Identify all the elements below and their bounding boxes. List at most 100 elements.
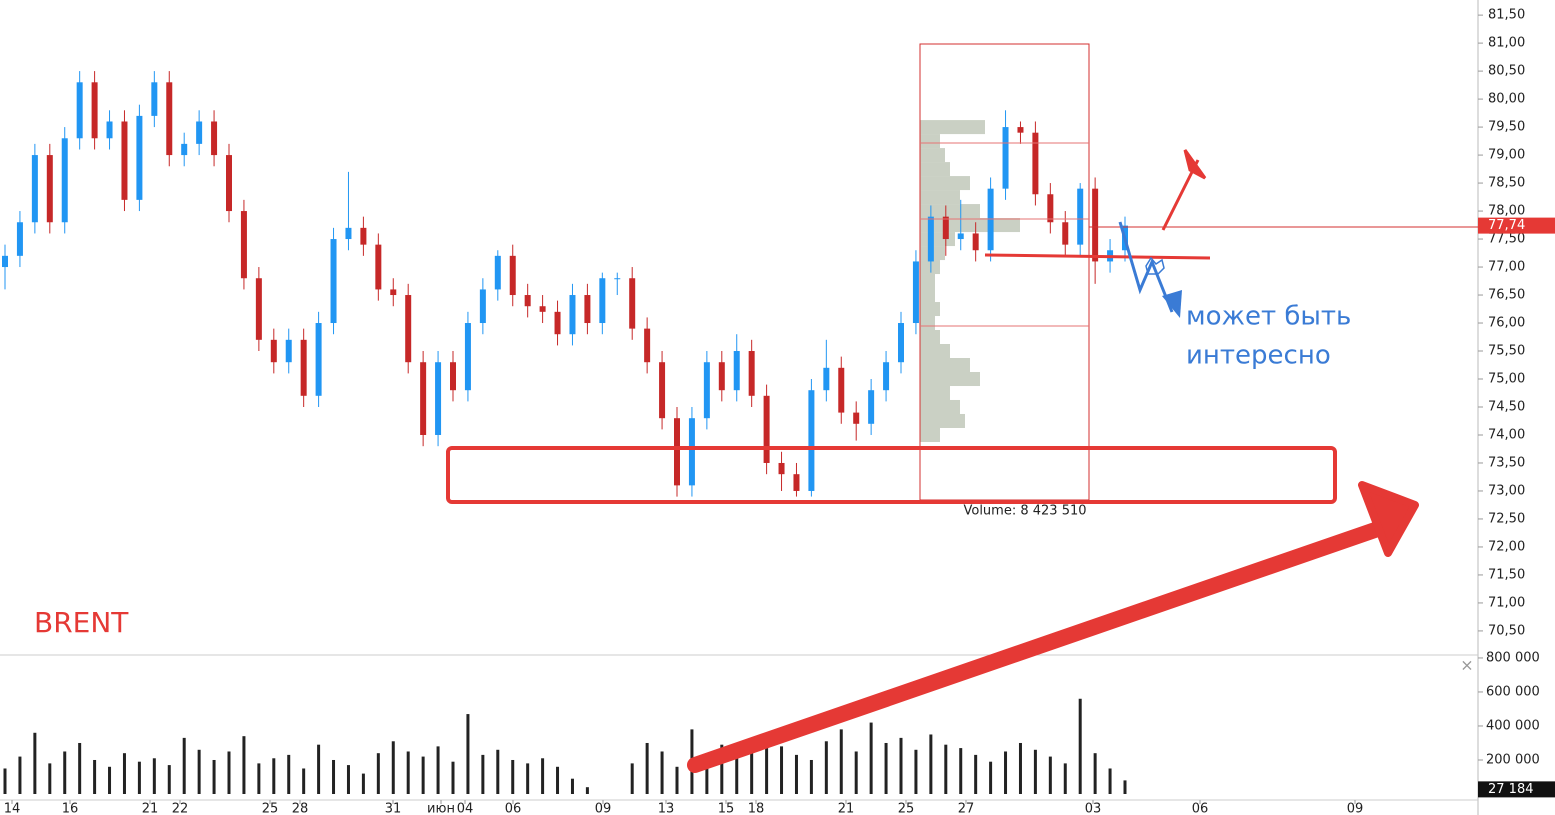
candle-body — [868, 390, 875, 424]
candle-body — [360, 227, 367, 245]
volume-bar — [18, 756, 22, 794]
candle-body — [569, 295, 576, 335]
volume-bar — [570, 778, 574, 794]
y-tick-label: 80,50 — [1488, 64, 1525, 79]
volume-bar — [272, 758, 276, 794]
x-tick-label: 18 — [748, 802, 765, 815]
volume-profile — [920, 120, 1020, 442]
y-tick-label: 79,50 — [1488, 120, 1525, 135]
volume-bar — [974, 754, 978, 794]
candle-body — [464, 323, 471, 391]
volume-bar — [481, 754, 485, 794]
candle-body — [226, 155, 232, 212]
close-pane-button[interactable]: × — [1460, 656, 1473, 675]
candle-body — [1032, 132, 1039, 195]
profile-bar — [920, 427, 940, 442]
candle-body — [2, 255, 8, 268]
volume-bar — [197, 749, 201, 794]
candle-body — [345, 227, 352, 240]
volume-bar — [929, 734, 933, 794]
candle-body — [61, 138, 68, 223]
candle-body — [674, 418, 680, 486]
volume-bar — [884, 742, 888, 794]
profile-bar — [920, 274, 935, 289]
y-tick-label: 78,50 — [1488, 176, 1525, 191]
candle-body — [166, 82, 173, 156]
down-arrow-head — [1162, 290, 1182, 318]
profile-bar — [920, 288, 935, 303]
candle-body — [181, 143, 188, 156]
level-line — [984, 253, 1211, 260]
x-tick-label: 06 — [505, 802, 522, 815]
candle-body — [330, 239, 337, 324]
volume-bar — [48, 763, 52, 794]
candle-body — [136, 115, 143, 200]
x-tick-label: 13 — [658, 802, 675, 815]
profile-bar — [920, 176, 970, 191]
down-path — [1118, 221, 1174, 313]
candle-body — [883, 362, 890, 391]
profile-bar — [920, 204, 980, 219]
last-price-label: 77,74 — [1488, 218, 1525, 233]
last-price-tag — [1478, 217, 1555, 234]
note: интересно — [1186, 341, 1331, 371]
volume-bar — [227, 751, 231, 794]
y-tick-label: 77,00 — [1488, 260, 1525, 275]
y-tick-label: 81,00 — [1488, 36, 1525, 51]
profile-bar — [920, 260, 940, 275]
volume-bar — [526, 763, 530, 794]
candle-body — [629, 278, 636, 329]
volume-bar — [1018, 742, 1022, 794]
volume-bar — [496, 749, 500, 794]
candle-body — [1002, 127, 1009, 189]
volume-bar — [93, 759, 97, 794]
profile-bar — [920, 316, 935, 331]
y2-tick-label: 800 000 — [1486, 650, 1540, 665]
volume-bar — [451, 761, 455, 794]
candle-body — [853, 412, 860, 424]
candle-body — [688, 418, 695, 486]
x-tick-label: 25 — [262, 802, 279, 815]
candle-body — [46, 155, 53, 223]
candle-body — [972, 233, 979, 251]
volume-bar — [839, 729, 843, 794]
candle-body — [1062, 222, 1069, 245]
x-tick-label: 21 — [142, 802, 159, 815]
x-tick-label: 31 — [385, 802, 402, 815]
profile-bar — [920, 148, 945, 163]
profile-bar — [920, 413, 965, 428]
volume-bar — [78, 742, 82, 794]
volume-bar — [899, 737, 903, 794]
volume-bar — [780, 746, 784, 794]
candle-body — [718, 362, 725, 391]
burst-icon — [1145, 256, 1165, 275]
x-tick-label: 16 — [62, 802, 79, 815]
x-tick-label: 03 — [1085, 802, 1102, 815]
volume-bar — [824, 741, 828, 794]
candle-body — [196, 121, 203, 144]
candle-body — [405, 295, 412, 363]
volume-bar — [944, 744, 948, 794]
candle-body — [240, 211, 247, 279]
volume-bar — [630, 763, 634, 794]
volume-bar — [108, 766, 112, 794]
volume-bar — [794, 754, 798, 794]
x-tick-label: 14 — [4, 802, 21, 815]
candle-body — [315, 323, 322, 396]
candle-body — [375, 244, 382, 290]
volume-bar — [720, 744, 724, 794]
volume-bar — [556, 766, 560, 794]
volume-bar — [1033, 749, 1037, 794]
x-tick-label: 06 — [1192, 802, 1209, 815]
y2-tick-label: 600 000 — [1486, 684, 1540, 699]
volume-bar — [989, 761, 993, 794]
y-tick-label: 72,00 — [1488, 539, 1525, 554]
candle-body — [300, 339, 307, 396]
volume-bar — [242, 736, 246, 794]
y-tick-label: 73,50 — [1488, 455, 1525, 470]
candle-body — [390, 289, 397, 296]
volume-bar — [1063, 763, 1067, 794]
candle-body — [494, 255, 501, 290]
